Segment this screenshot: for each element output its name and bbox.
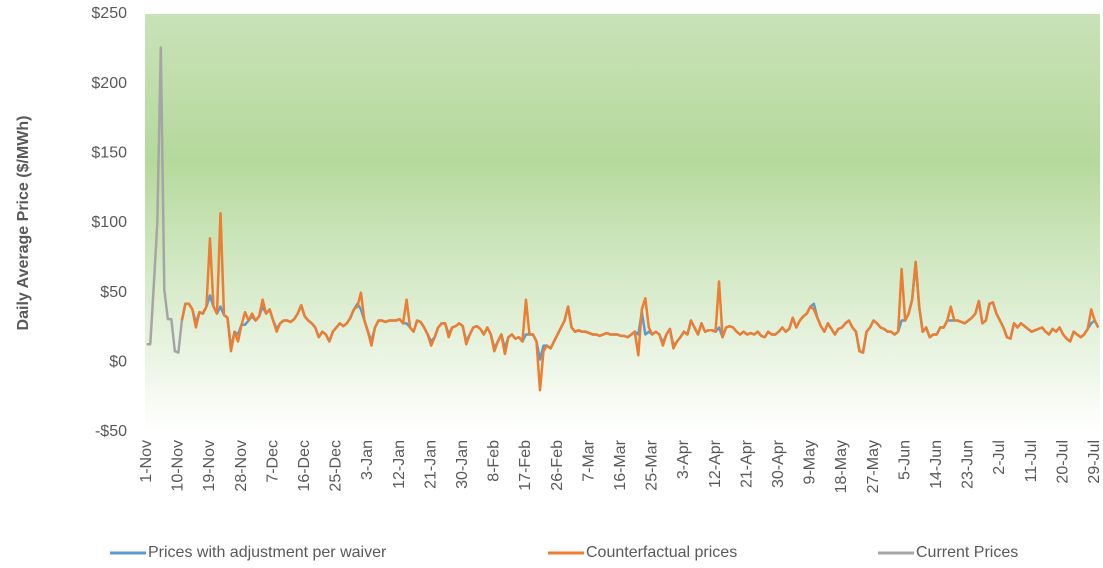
y-axis-label: Daily Average Price ($/MWh) xyxy=(15,116,32,331)
x-tick-label: 1-Nov xyxy=(138,440,155,483)
x-tick-label: 20-Jul xyxy=(1054,440,1071,484)
series-line xyxy=(146,46,184,354)
legend-label: Current Prices xyxy=(916,544,1018,561)
y-tick-label: $100 xyxy=(91,214,127,231)
legend-label: Prices with adjustment per waiver xyxy=(148,544,387,561)
x-tick-label: 18-May xyxy=(833,440,850,493)
y-tick-label: -$50 xyxy=(95,423,127,440)
x-tick-label: 30-Jan xyxy=(454,440,471,489)
x-tick-label: 9-May xyxy=(802,440,819,484)
x-tick-label: 8-Feb xyxy=(486,440,503,482)
x-tick-label: 23-Jun xyxy=(960,440,977,489)
x-tick-label: 25-Mar xyxy=(644,439,661,490)
x-tick-label: 12-Jan xyxy=(391,440,408,489)
x-tick-label: 30-Apr xyxy=(770,439,787,488)
x-tick-label: 7-Mar xyxy=(580,439,597,481)
x-tick-label: 11-Jul xyxy=(1023,440,1040,482)
x-tick-label: 5-Jun xyxy=(896,440,913,480)
x-tick-label: 17-Feb xyxy=(517,440,534,491)
y-tick-label: $50 xyxy=(100,284,127,301)
y-tick-label: $200 xyxy=(91,75,127,92)
x-tick-label: 3-Jan xyxy=(359,440,376,480)
x-tick-label: 14-Jun xyxy=(928,440,945,489)
x-tick-label: 12-Apr xyxy=(707,439,724,488)
x-tick-label: 21-Jan xyxy=(422,440,439,489)
x-tick-label: 26-Feb xyxy=(549,440,566,491)
x-tick-label: 2-Jul xyxy=(991,440,1008,475)
y-tick-label: $0 xyxy=(109,354,127,371)
x-tick-label: 21-Apr xyxy=(738,439,755,488)
series-line xyxy=(180,212,1100,392)
legend-label: Counterfactual prices xyxy=(586,544,737,561)
x-tick-label: 10-Nov xyxy=(170,440,187,492)
x-tick-label: 16-Mar xyxy=(612,439,629,490)
x-tick-label: 25-Dec xyxy=(328,440,345,492)
y-tick-label: $150 xyxy=(91,145,127,162)
x-tick-label: 16-Dec xyxy=(296,440,313,492)
x-tick-label: 27-May xyxy=(865,440,882,493)
x-tick-label: 29-Jul xyxy=(1086,440,1103,484)
y-tick-label: $250 xyxy=(91,5,127,22)
x-tick-label: 3-Apr xyxy=(675,439,692,479)
x-tick-label: 19-Nov xyxy=(201,440,218,492)
x-tick-label: 28-Nov xyxy=(233,440,250,492)
x-tick-label: 7-Dec xyxy=(264,440,281,483)
plot-area xyxy=(145,14,1100,432)
